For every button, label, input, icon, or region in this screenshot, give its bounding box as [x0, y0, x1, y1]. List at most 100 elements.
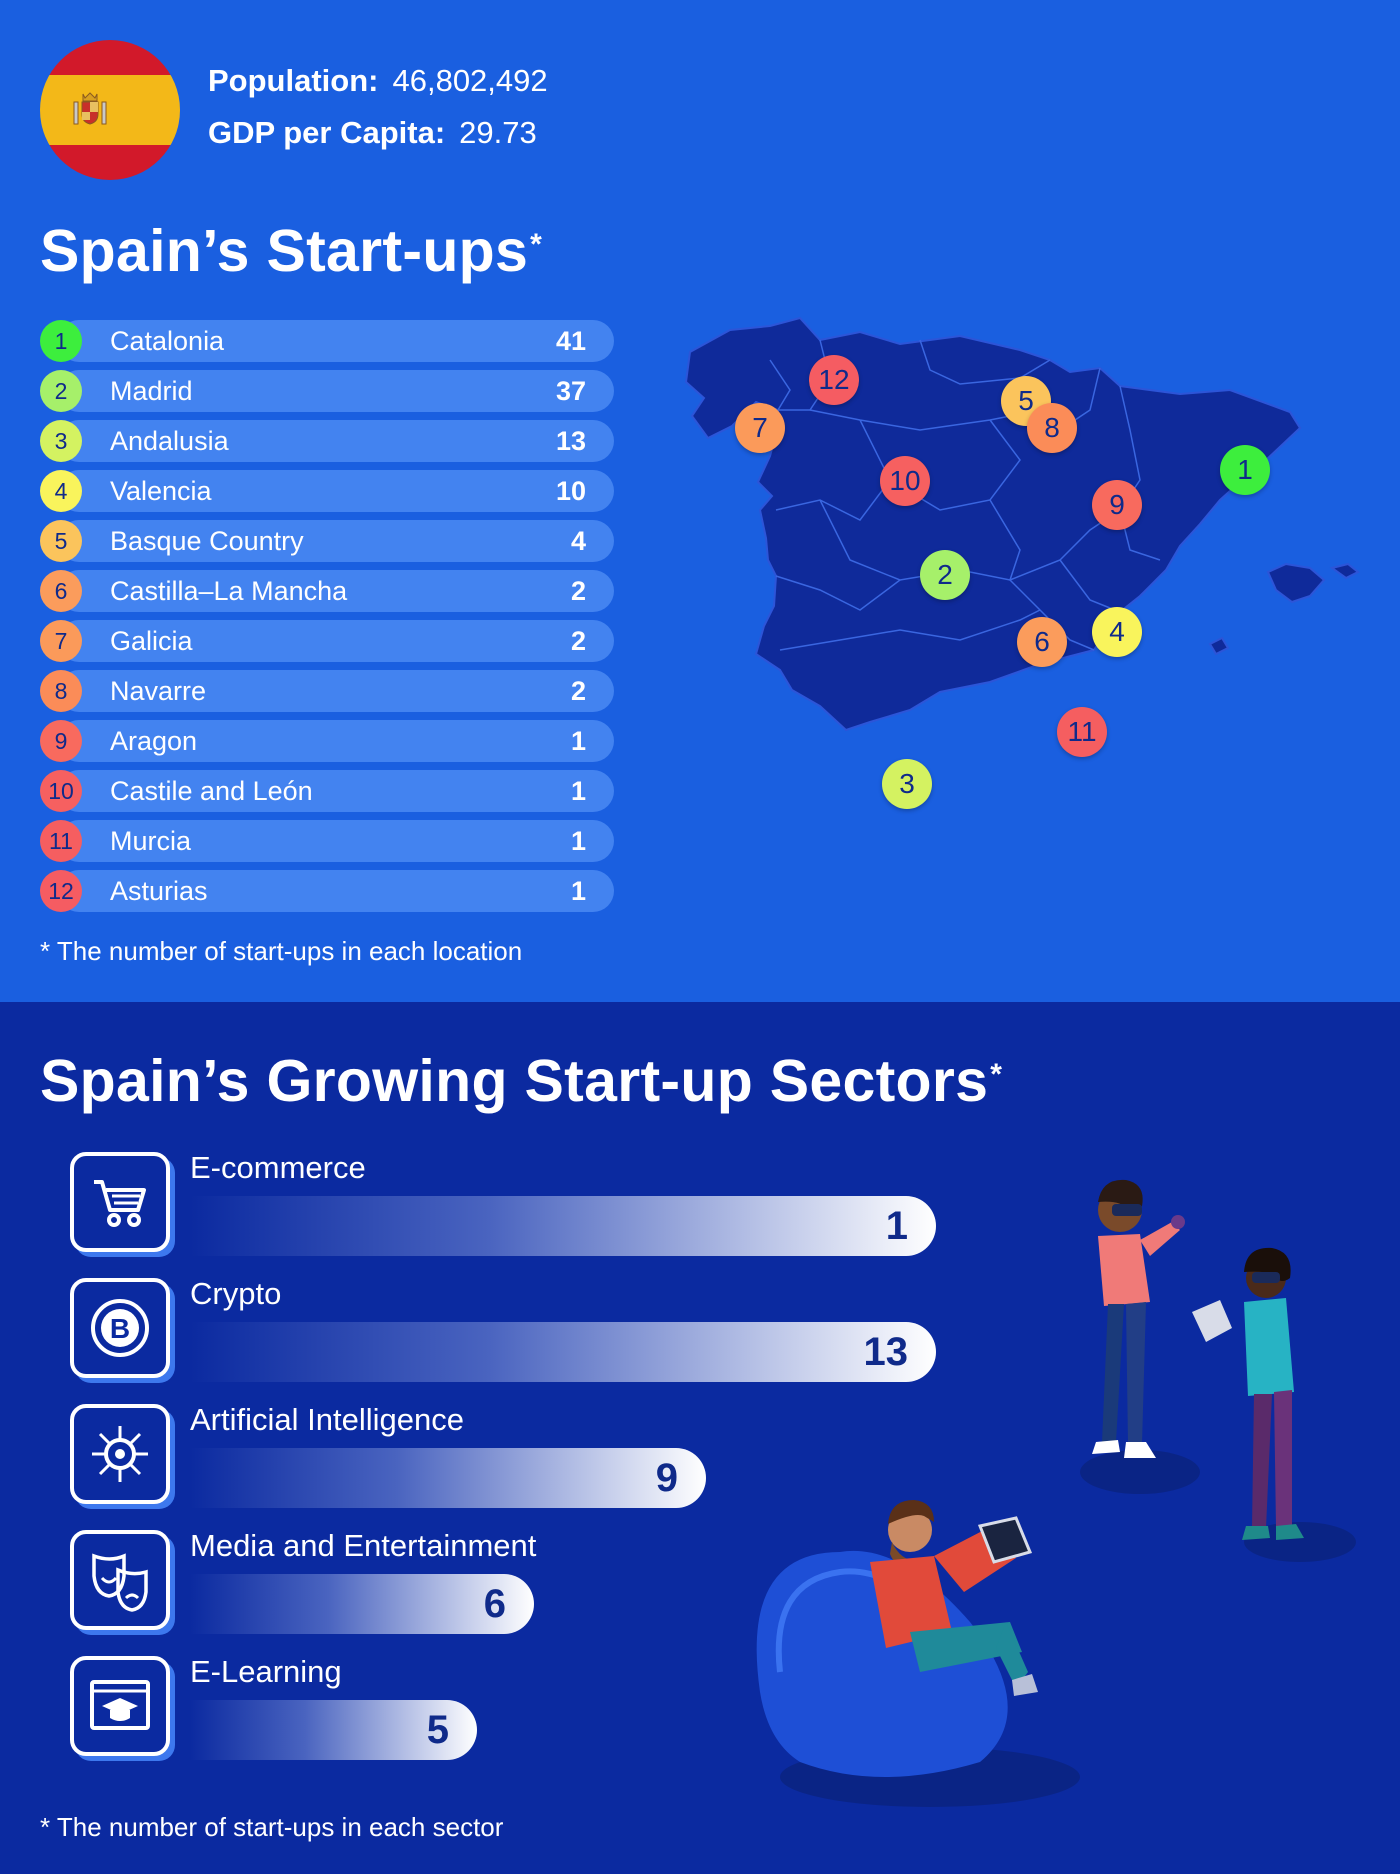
region-pill [58, 520, 614, 562]
sectors-section: Spain’s Growing Start-up Sectors* E-comm… [0, 1002, 1400, 1874]
sectors-title: Spain’s Growing Start-up Sectors* [40, 1048, 1002, 1114]
region-row: 2 Madrid 37 [40, 370, 614, 412]
balearic-islands [1266, 562, 1326, 604]
population-stat: Population: 46,802,492 [208, 63, 548, 99]
sectors-title-text: Spain’s Growing Start-up Sectors [40, 1048, 989, 1114]
region-count: 1 [570, 876, 586, 906]
region-row: 4 Valencia 10 [40, 470, 614, 512]
region-pill [58, 720, 614, 762]
region-pill [58, 420, 614, 462]
region-name: Murcia [110, 826, 192, 856]
region-name: Castile and León [110, 776, 313, 806]
region-row: 1 Catalonia 41 [40, 320, 614, 362]
sector-bar: 6 [190, 1574, 534, 1634]
map-marker: 5 [1001, 376, 1051, 426]
map-marker: 8 [1027, 403, 1077, 453]
svg-text:B: B [110, 1313, 130, 1344]
region-name: Galicia [110, 626, 193, 656]
region-pill [58, 570, 614, 612]
map-marker: 6 [1017, 617, 1067, 667]
sector-row: E-Learning 5 [70, 1654, 970, 1764]
gdp-label: GDP per Capita: [208, 115, 446, 150]
sector-row: Artificial Intelligence 9 [70, 1402, 970, 1512]
region-row: 10 Castile and León 1 [40, 770, 614, 812]
spain-flag-icon [40, 40, 180, 180]
region-rank-badge: 10 [40, 770, 82, 812]
startups-title-mark: * [530, 228, 543, 261]
map-marker: 7 [735, 403, 785, 453]
startups-title: Spain’s Start-ups* [40, 218, 542, 284]
map-marker: 12 [809, 355, 859, 405]
sectors-footnote: * The number of start-ups in each sector [40, 1812, 504, 1842]
ai-chip-icon [70, 1404, 170, 1504]
region-rank-badge: 1 [40, 320, 82, 362]
region-count: 10 [555, 476, 586, 506]
map-marker: 4 [1092, 607, 1142, 657]
region-pill [58, 820, 614, 862]
region-pill [58, 620, 614, 662]
sector-label: E-Learning [190, 1654, 342, 1689]
region-rank-badge: 11 [40, 820, 82, 862]
tablet-woman-figure [1192, 1247, 1304, 1540]
region-rank-badge: 9 [40, 720, 82, 762]
region-row: 8 Navarre 2 [40, 670, 614, 712]
region-rank-badge: 4 [40, 470, 82, 512]
sector-label: Crypto [190, 1276, 282, 1311]
region-pill [58, 670, 614, 712]
region-count: 1 [570, 776, 586, 806]
cart-icon [70, 1152, 170, 1252]
region-count: 2 [570, 676, 586, 706]
e-learning-icon [70, 1656, 170, 1756]
sector-bar: 1 [190, 1196, 936, 1256]
gdp-value: 29.73 [459, 115, 537, 150]
sector-label: Artificial Intelligence [190, 1402, 464, 1437]
region-row: 5 Basque Country 4 [40, 520, 614, 562]
region-row: 12 Asturias 1 [40, 870, 614, 912]
startups-footnote: * The number of start-ups in each locati… [40, 936, 523, 966]
sector-value: 5 [426, 1708, 449, 1752]
region-pill [58, 320, 614, 362]
region-rank-badge: 8 [40, 670, 82, 712]
sector-row: Media and Entertainment 6 [70, 1528, 970, 1638]
startups-title-text: Spain’s Start-ups [40, 218, 529, 284]
vr-woman-figure [1092, 1179, 1185, 1458]
region-count: 41 [555, 326, 586, 356]
region-rank-badge: 3 [40, 420, 82, 462]
map-marker: 10 [880, 456, 930, 506]
region-name: Navarre [110, 676, 207, 706]
region-count: 13 [555, 426, 586, 456]
region-count: 2 [570, 576, 586, 606]
region-name: Valencia [110, 476, 212, 506]
gdp-stat: GDP per Capita: 29.73 [208, 115, 537, 151]
region-rank-badge: 5 [40, 520, 82, 562]
region-pill [58, 870, 614, 912]
sector-value: 13 [863, 1330, 909, 1374]
region-count: 1 [570, 726, 586, 756]
region-row: 11 Murcia 1 [40, 820, 614, 862]
sector-row: B Crypto 13 [70, 1276, 970, 1386]
region-name: Madrid [110, 376, 193, 406]
sector-value: 1 [885, 1204, 908, 1248]
sector-bar: 13 [190, 1322, 936, 1382]
map-marker: 11 [1057, 707, 1107, 757]
sector-bar: 9 [190, 1448, 706, 1508]
region-rank-badge: 6 [40, 570, 82, 612]
region-rank-badge: 7 [40, 620, 82, 662]
region-rank-badge: 12 [40, 870, 82, 912]
region-row: 3 Andalusia 13 [40, 420, 614, 462]
spain-map: 1 2 3 4 5 6 7 8 9 10 11 12 [660, 310, 1360, 850]
region-name: Basque Country [110, 526, 304, 556]
region-name: Catalonia [110, 326, 225, 356]
map-marker: 1 [1220, 445, 1270, 495]
sector-row: E-commerce 1 [70, 1150, 970, 1260]
sector-bar: 5 [190, 1700, 477, 1760]
region-row: 6 Castilla–La Mancha 2 [40, 570, 614, 612]
region-pill [58, 470, 614, 512]
theater-masks-icon [70, 1530, 170, 1630]
region-count: 1 [570, 826, 586, 856]
sector-value: 6 [483, 1582, 506, 1626]
region-rank-badge: 2 [40, 370, 82, 412]
region-row: 7 Galicia 2 [40, 620, 614, 662]
sector-value: 9 [655, 1456, 678, 1500]
population-value: 46,802,492 [392, 63, 548, 98]
